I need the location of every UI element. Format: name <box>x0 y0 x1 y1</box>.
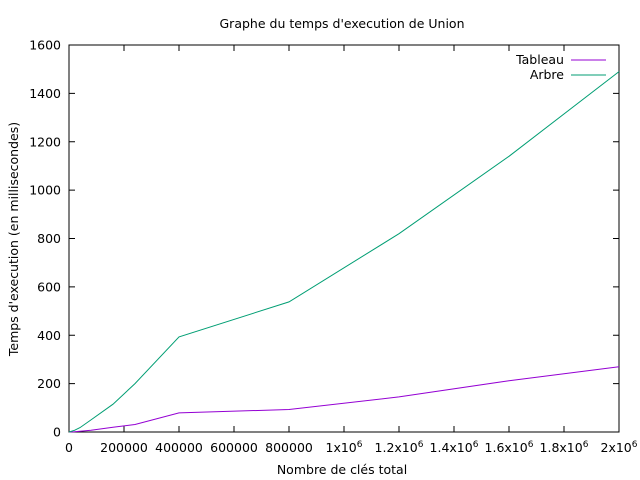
y-axis: 0 200 400 600 800 1000 1200 1400 1600 <box>29 38 619 440</box>
x-tick-label: 0 <box>65 440 73 455</box>
x-tick-base: 0 <box>65 440 73 455</box>
y-tick-label: 1400 <box>29 86 61 101</box>
x-tick-label: 600000 <box>210 440 258 455</box>
x-tick-base: 2x10 <box>601 440 632 455</box>
x-tick-base: 1.4x10 <box>430 440 473 455</box>
y-tick-label: 1600 <box>29 38 61 53</box>
x-tick-label: 2x106 <box>601 440 638 455</box>
x-tick-exponent: 6 <box>583 440 589 450</box>
series-layer <box>68 71 620 433</box>
x-tick-exponent: 6 <box>357 440 363 450</box>
y-tick-label: 200 <box>37 376 61 391</box>
y-tick-label: 1000 <box>29 183 61 198</box>
x-tick-label: 200000 <box>100 440 148 455</box>
y-axis-label: Temps d'execution (en millisecondes) <box>6 122 21 357</box>
x-tick-base: 1.8x10 <box>540 440 583 455</box>
y-tick-label: 800 <box>37 231 61 246</box>
x-tick-exponent: 6 <box>473 440 479 450</box>
x-tick-base: 1x10 <box>326 440 357 455</box>
x-tick-exponent: 6 <box>418 440 424 450</box>
x-tick-label: 1.6x106 <box>485 440 534 455</box>
x-tick-label: 1x106 <box>326 440 363 455</box>
x-tick-exponent: 6 <box>632 440 638 450</box>
legend: Tableau Arbre <box>515 52 606 82</box>
x-tick-base: 1.2x10 <box>375 440 418 455</box>
y-tick-label: 0 <box>53 425 61 440</box>
x-tick-base: 400000 <box>155 440 203 455</box>
plot-frame <box>68 44 620 433</box>
y-tick-label: 600 <box>37 279 61 294</box>
x-tick-label: 400000 <box>155 440 203 455</box>
x-tick-label: 1.2x106 <box>375 440 424 455</box>
series-line-tableau <box>68 366 620 433</box>
x-tick-base: 800000 <box>265 440 313 455</box>
series-line-arbre <box>68 71 620 433</box>
legend-label-tableau: Tableau <box>515 52 564 67</box>
x-tick-base: 200000 <box>100 440 148 455</box>
x-tick-label: 1.4x106 <box>430 440 479 455</box>
x-tick-label: 1.8x106 <box>540 440 589 455</box>
legend-label-arbre: Arbre <box>530 67 564 82</box>
x-tick-base: 600000 <box>210 440 258 455</box>
x-tick-base: 1.6x10 <box>485 440 528 455</box>
x-axis-label: Nombre de clés total <box>277 462 407 477</box>
chart-title: Graphe du temps d'execution de Union <box>220 16 465 31</box>
x-tick-label: 800000 <box>265 440 313 455</box>
y-tick-label: 400 <box>37 328 61 343</box>
x-axis: 0 200000 400000 600000 800000 1x106 1.2x106 1.4… <box>65 45 638 455</box>
y-tick-label: 1200 <box>29 134 61 149</box>
x-tick-exponent: 6 <box>528 440 534 450</box>
